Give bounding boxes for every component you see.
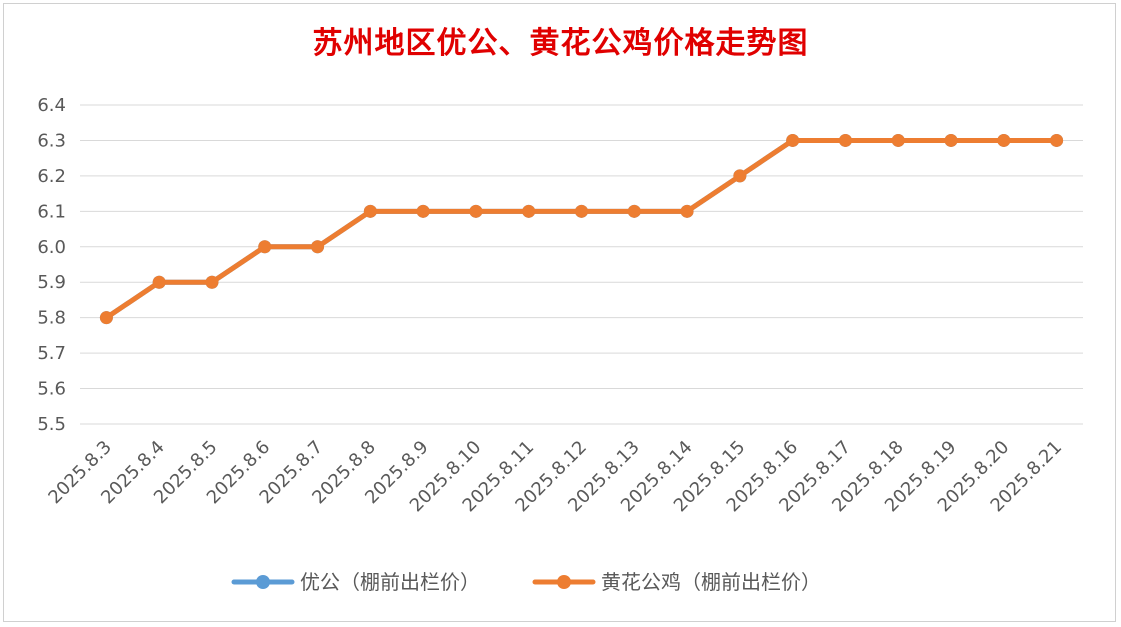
data-point[interactable] — [416, 204, 430, 218]
legend-marker — [256, 575, 270, 589]
series-line[interactable] — [103, 137, 1060, 321]
y-axis-tick-labels: 5.5 5.6 5.7 5.8 5.9 6.0 6.1 6.2 6.3 6.4 — [37, 95, 66, 435]
legend-entry[interactable]: 黄花公鸡（棚前出栏价） — [532, 570, 821, 594]
data-point[interactable] — [575, 204, 588, 218]
y-tick-label: 6.0 — [37, 237, 66, 258]
data-point[interactable] — [733, 169, 747, 183]
series-line[interactable] — [103, 137, 1060, 321]
data-point[interactable] — [152, 275, 166, 289]
data-point[interactable] — [997, 133, 1011, 147]
data-point[interactable] — [311, 240, 325, 254]
data-point[interactable] — [786, 133, 800, 147]
y-tick-label: 6.4 — [37, 95, 66, 116]
gridlines — [80, 104, 1083, 425]
y-tick-label: 5.8 — [37, 308, 66, 329]
series-0 — [99, 133, 1064, 325]
y-tick-label: 5.5 — [37, 414, 66, 435]
legend-entry[interactable]: 优公（棚前出栏价） — [231, 570, 480, 594]
chart-title: 苏州地区优公、黄花公鸡价格走势图 — [312, 26, 809, 61]
data-point[interactable] — [258, 240, 272, 254]
data-point[interactable] — [838, 133, 852, 147]
y-tick-label: 5.6 — [37, 379, 66, 400]
y-tick-label: 6.1 — [37, 201, 66, 222]
legend-marker — [557, 575, 571, 589]
y-tick-label: 6.3 — [37, 130, 66, 151]
data-point[interactable] — [99, 311, 113, 325]
x-axis-tick-labels: 2025.8.32025.8.42025.8.52025.8.62025.8.7… — [44, 437, 1066, 517]
legend-label: 黄花公鸡（棚前出栏价） — [601, 570, 821, 594]
y-tick-label: 5.7 — [37, 343, 66, 364]
series-lines — [99, 133, 1064, 325]
data-point[interactable] — [205, 275, 219, 289]
data-point[interactable] — [469, 204, 483, 218]
y-tick-label: 5.9 — [37, 272, 66, 293]
data-point[interactable] — [363, 204, 377, 218]
data-point[interactable] — [680, 204, 694, 218]
series-1 — [99, 133, 1064, 325]
legend-label: 优公（棚前出栏价） — [300, 570, 480, 594]
chart-area[interactable] — [3, 3, 1116, 622]
y-tick-label: 6.2 — [37, 166, 66, 187]
data-point[interactable] — [522, 204, 536, 218]
data-point[interactable] — [891, 133, 905, 147]
legend: 优公（棚前出栏价） 黄花公鸡（棚前出栏价） — [231, 570, 821, 594]
data-point[interactable] — [627, 204, 641, 218]
data-point[interactable] — [944, 133, 958, 147]
data-point[interactable] — [1050, 133, 1064, 147]
